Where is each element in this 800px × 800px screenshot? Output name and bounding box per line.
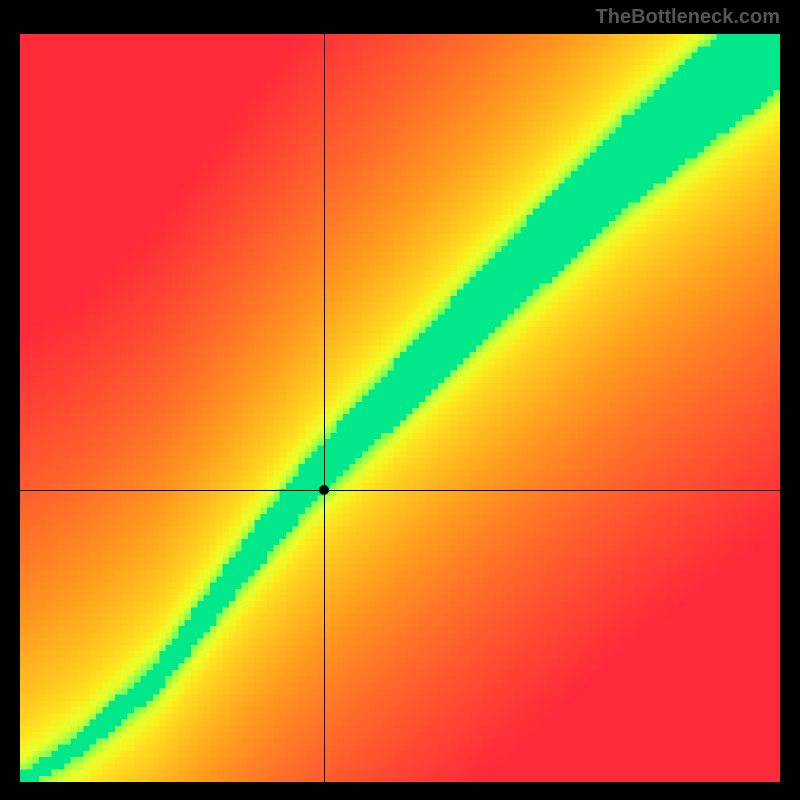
watermark-text: TheBottleneck.com <box>596 6 780 29</box>
heatmap-plot <box>20 34 780 782</box>
chart-container: TheBottleneck.com <box>0 0 800 800</box>
crosshair-vertical <box>324 34 325 782</box>
crosshair-marker <box>319 485 329 495</box>
crosshair-horizontal <box>20 490 780 491</box>
heatmap-canvas <box>20 34 780 782</box>
